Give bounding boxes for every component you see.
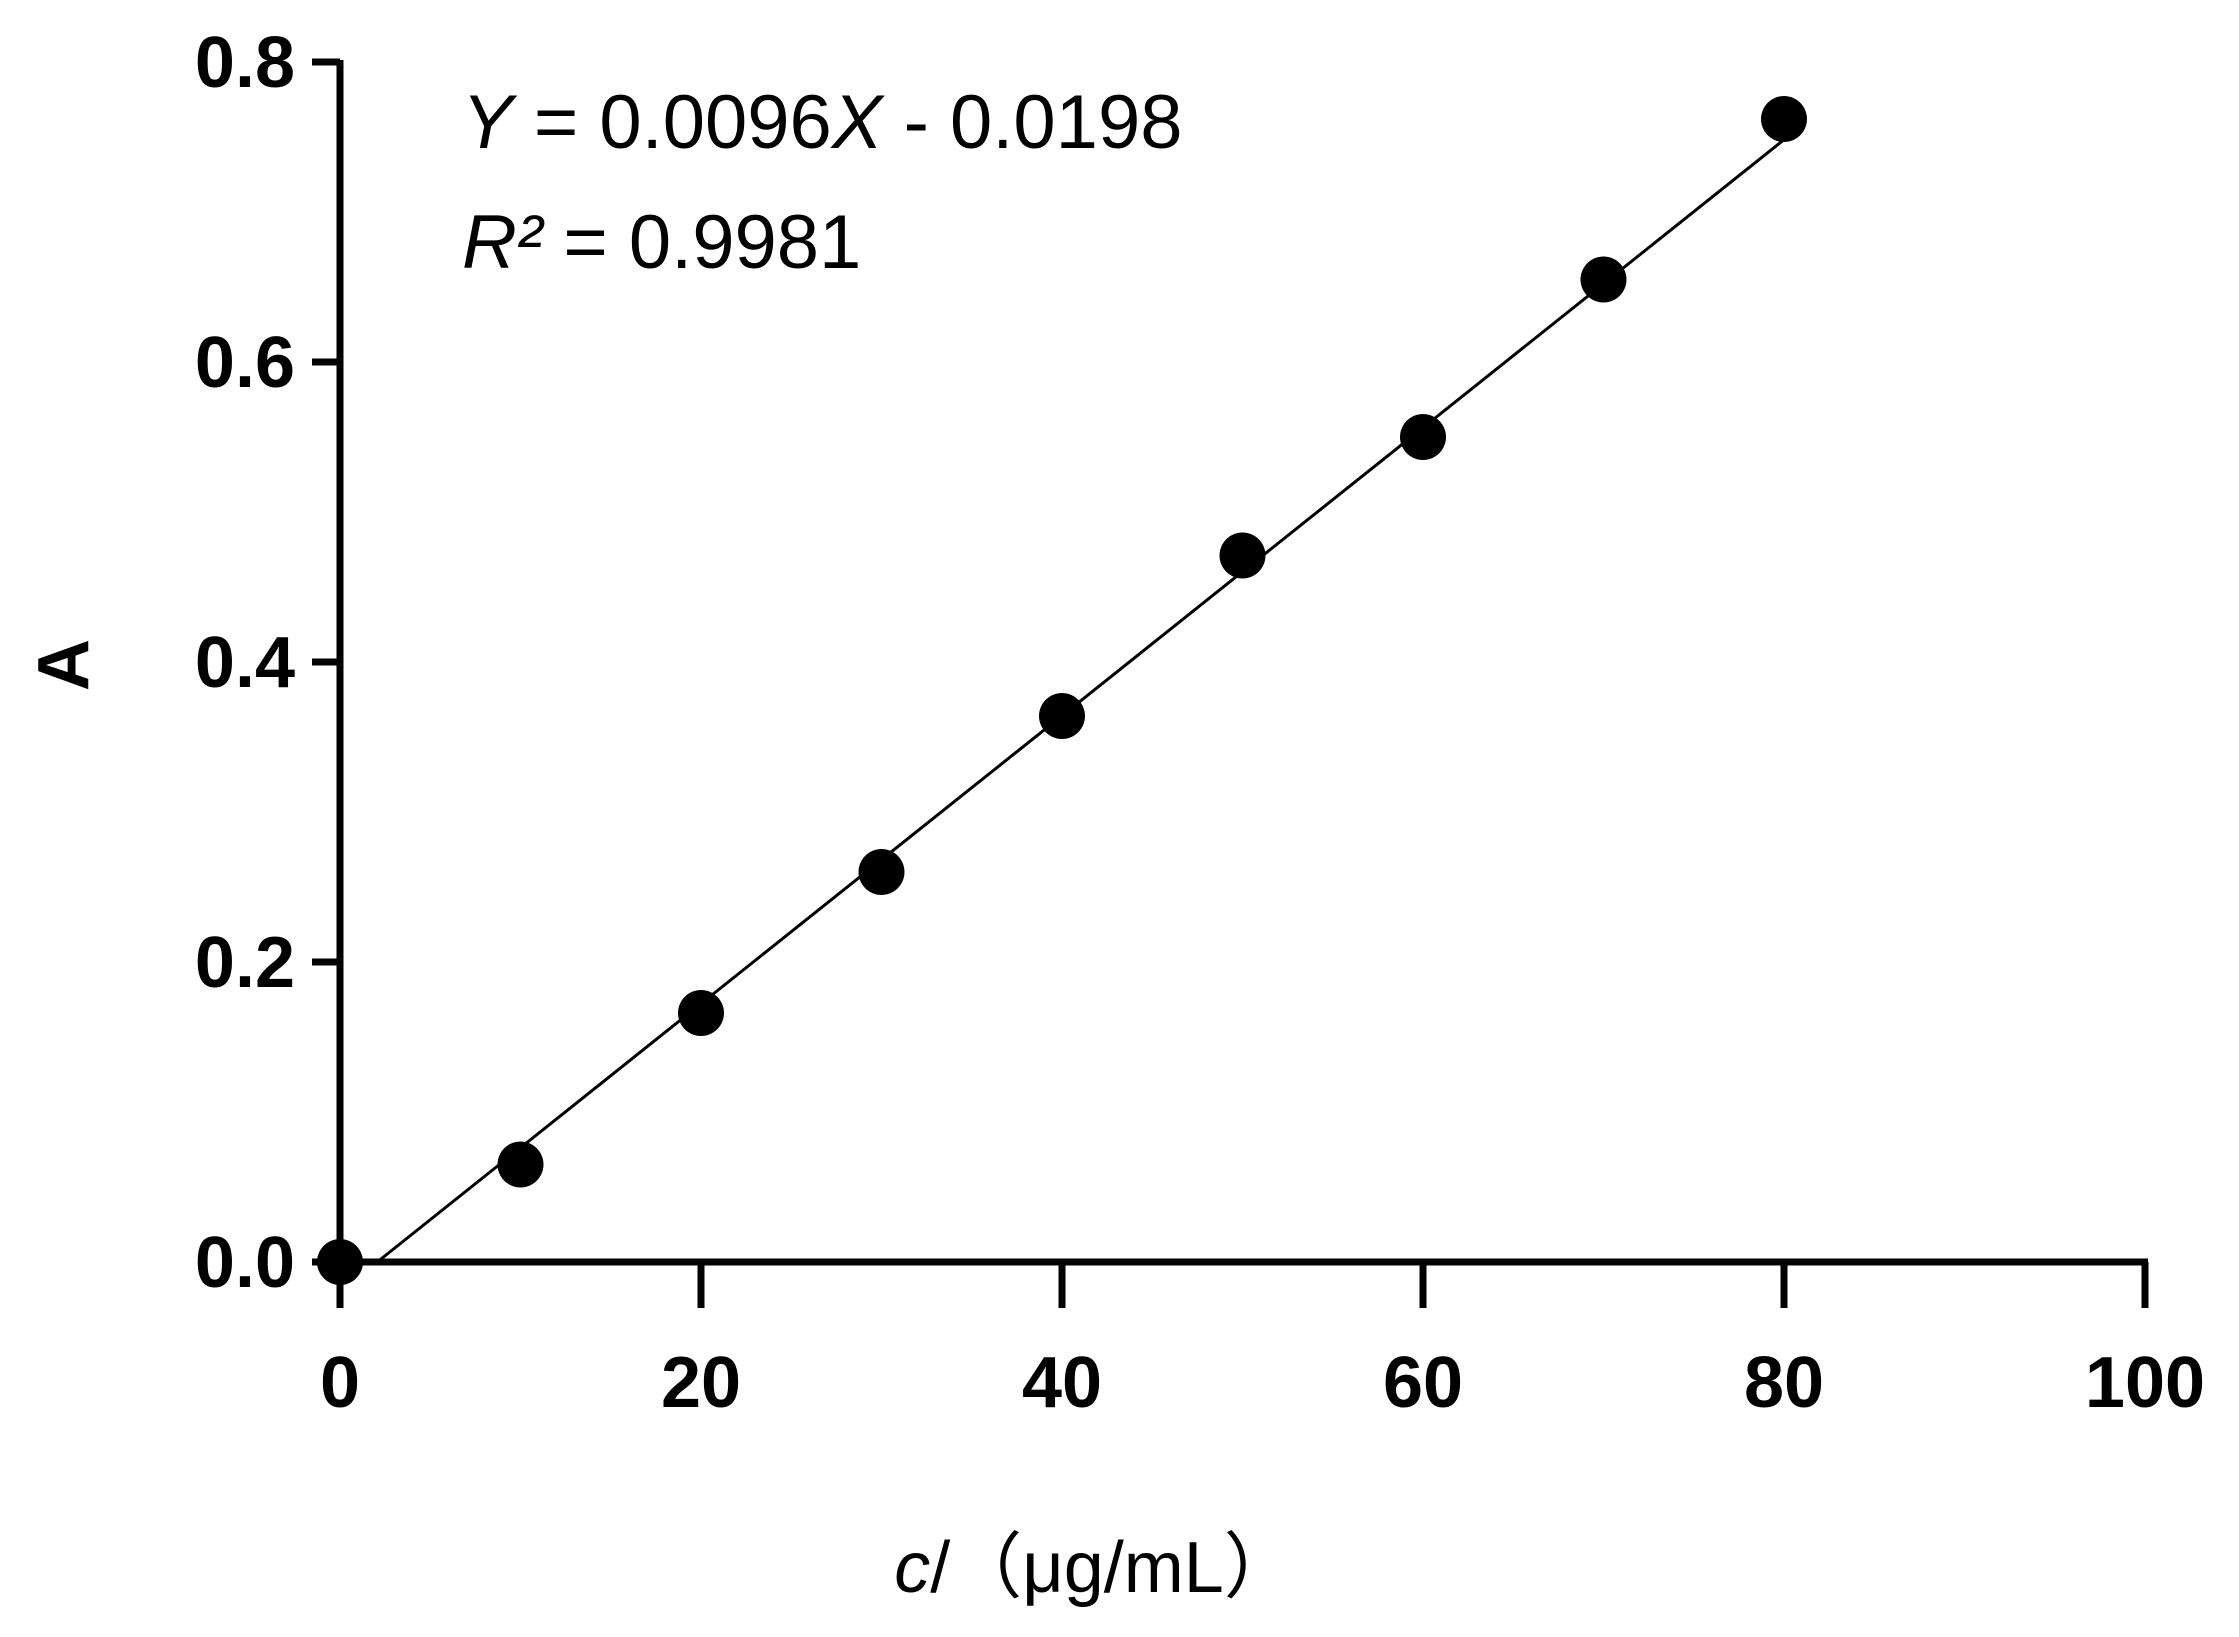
y-tick-label: 0.2 [195,923,295,1003]
x-axis-title-variable: c [894,1528,930,1608]
y-tick-label: 0.6 [195,323,295,403]
equation-slope: = 0.0096 [513,80,832,165]
fit-line-segment [376,138,1785,1264]
data-point [1761,96,1807,142]
data-point [317,1239,363,1285]
fit-line [376,138,1785,1264]
data-point [678,990,724,1036]
data-point [1580,256,1627,303]
data-point [1400,414,1446,460]
x-axis-title: c/（μg/mL） [894,1528,1296,1608]
r-squared: R² = 0.9981 [462,200,861,285]
equation-y-var: Y [462,80,518,165]
y-tick-label: 0.0 [195,1223,295,1303]
y-axis-title: A [24,639,104,691]
equation-intercept: - 0.0198 [882,80,1182,165]
data-points [317,96,1807,1285]
equation-x-var: X [830,80,886,165]
data-point [497,1141,544,1188]
x-tick-label: 80 [1744,1343,1824,1423]
r2-symbol: R² [462,200,545,285]
x-tick-label: 100 [2085,1343,2205,1423]
x-tick-label: 0 [320,1343,360,1423]
x-tick-label: 60 [1383,1343,1463,1423]
x-axis-title-unit: /（μg/mL） [930,1528,1296,1608]
x-axis: 0 20 40 60 80 100 [312,1258,2205,1423]
x-tick-label: 40 [1022,1343,1102,1423]
y-axis: 0.0 0.2 0.4 0.6 0.8 [195,23,344,1303]
data-point [858,849,905,895]
y-tick-label: 0.4 [195,623,295,703]
data-point [1219,532,1266,579]
y-tick-label: 0.8 [195,23,295,103]
x-tick-label: 20 [661,1343,741,1423]
r2-value: = 0.9981 [542,200,861,285]
regression-equation: Y = 0.0096X - 0.0198 [462,80,1182,165]
data-point [1039,693,1085,739]
